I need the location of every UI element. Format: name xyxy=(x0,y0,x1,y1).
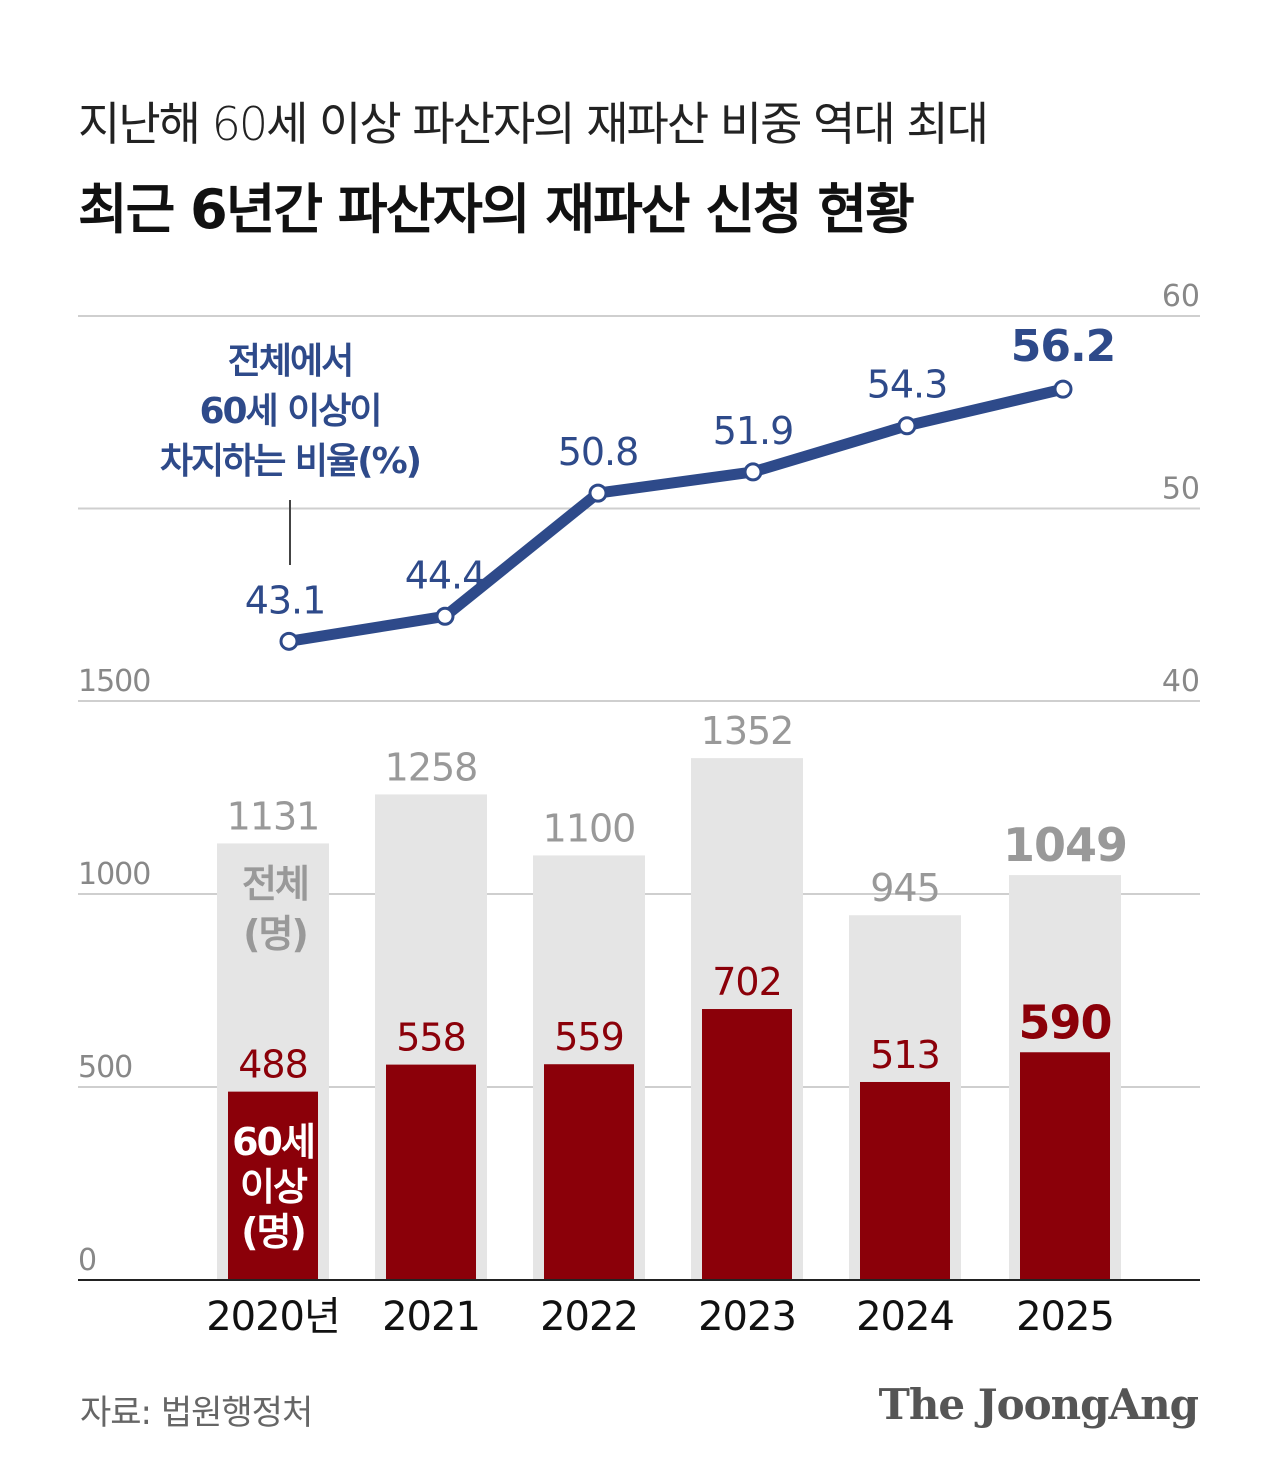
total-bar-value-label: 1352 xyxy=(701,709,794,753)
age60-bar xyxy=(386,1064,476,1280)
x-axis-tick-label: 2022 xyxy=(540,1294,638,1340)
ratio-point xyxy=(743,462,763,482)
total-series-label: (명) xyxy=(243,912,307,956)
age60-series-label: 이상 xyxy=(240,1165,308,1209)
ratio-value-label: 43.1 xyxy=(245,578,326,622)
left-axis-tick-label: 0 xyxy=(78,1243,96,1278)
age60-bar xyxy=(228,1091,318,1280)
right-axis-tick-label: 40 xyxy=(1162,664,1200,699)
x-axis-tick-label: 2020년 xyxy=(206,1294,340,1340)
age60-series-label: (명) xyxy=(241,1210,305,1254)
age60-series-label: 60세 xyxy=(232,1120,314,1164)
ratio-value-label: 54.3 xyxy=(867,363,948,407)
age60-bar-value-label: 558 xyxy=(396,1016,466,1060)
age60-bar xyxy=(1020,1052,1110,1280)
left-axis-tick-label: 1500 xyxy=(78,664,150,699)
right-axis-tick-label: 60 xyxy=(1162,279,1200,314)
total-bar-value-label: 1100 xyxy=(543,806,636,850)
age60-bar xyxy=(702,1009,792,1280)
age60-bar xyxy=(860,1081,950,1280)
ratio-annotation-label: 60세 이상이 xyxy=(199,391,380,432)
ratio-value-label: 50.8 xyxy=(558,430,639,474)
ratio-point xyxy=(897,416,917,436)
chart-title: 최근 6년간 파산자의 재파산 신청 현황 xyxy=(78,178,915,241)
x-axis-tick-label: 2023 xyxy=(698,1294,796,1340)
ratio-point xyxy=(435,606,455,626)
right-axis-tick-label: 50 xyxy=(1162,472,1200,507)
ratio-annotation-label: 전체에서 xyxy=(228,341,352,382)
ratio-point xyxy=(1053,379,1073,399)
ratio-value-label: 51.9 xyxy=(713,409,794,453)
chart-subtitle: 지난해 60세 이상 파산자의 재파산 비중 역대 최대 xyxy=(78,97,989,151)
publisher-logo: The JoongAng xyxy=(878,1380,1199,1429)
ratio-value-label: 44.4 xyxy=(405,553,486,597)
age60-bar xyxy=(544,1064,634,1280)
ratio-value-label: 56.2 xyxy=(1011,321,1116,372)
age60-bar-value-label: 590 xyxy=(1018,995,1111,1049)
left-axis-tick-label: 500 xyxy=(78,1050,132,1085)
source-note: 자료: 법원행정처 xyxy=(80,1393,313,1433)
total-series-label: 전체 xyxy=(242,862,308,906)
ratio-line xyxy=(283,383,1069,647)
total-bar-value-label: 1049 xyxy=(1003,818,1127,872)
age60-bar-value-label: 488 xyxy=(238,1043,308,1087)
x-axis-tick-label: 2024 xyxy=(856,1294,954,1340)
ratio-annotation-label: 차지하는 비율(%) xyxy=(160,441,420,482)
age60-bar-value-label: 513 xyxy=(870,1033,940,1077)
total-bar-value-label: 945 xyxy=(870,866,940,910)
total-bar-value-label: 1131 xyxy=(227,794,320,838)
left-axis-tick-label: 1000 xyxy=(78,857,150,892)
x-axis-tick-label: 2021 xyxy=(382,1294,480,1340)
ratio-point xyxy=(588,483,608,503)
total-bar-value-label: 1258 xyxy=(385,745,478,789)
age60-bar-value-label: 559 xyxy=(554,1015,624,1059)
ratio-point xyxy=(279,631,299,651)
age60-bar-value-label: 702 xyxy=(712,960,782,1004)
x-axis-tick-label: 2025 xyxy=(1016,1294,1114,1340)
